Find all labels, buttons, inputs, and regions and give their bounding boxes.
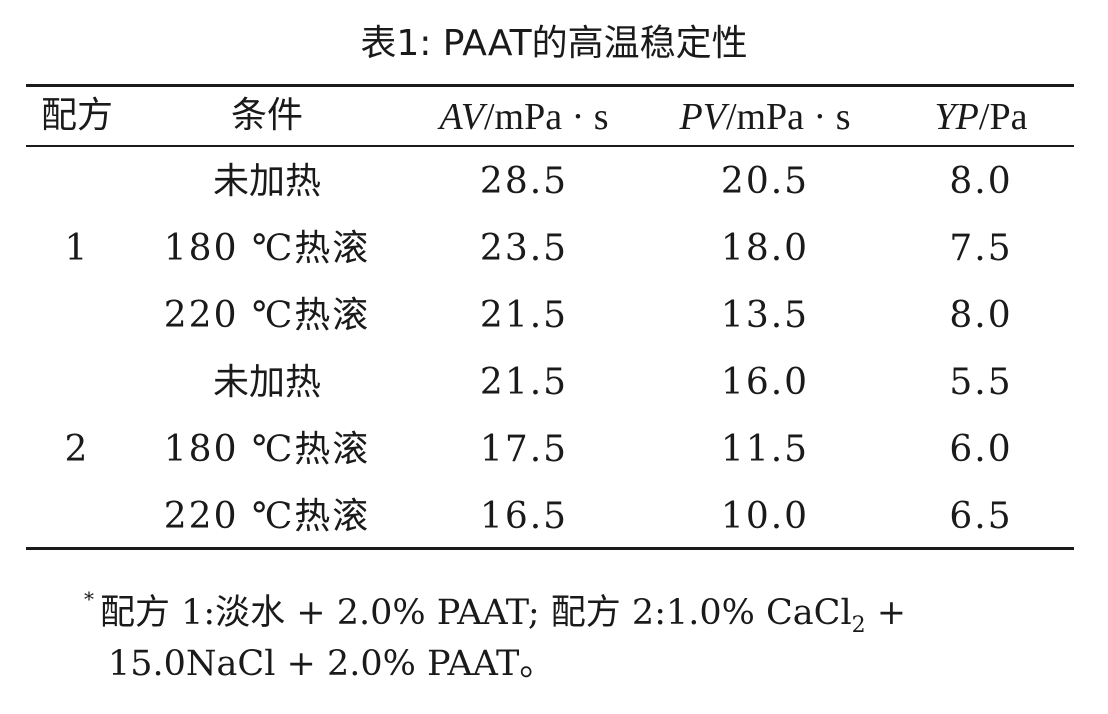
- header-pv-unit: /mPa · s: [725, 96, 851, 138]
- row-4-yp: 6.0: [949, 429, 1013, 470]
- header-yp: YP/Pa: [935, 91, 1028, 142]
- footnote-line-1: * 配方 1:淡水 + 2.0% PAAT; 配方 2:1.0% CaCl2 +: [84, 575, 906, 650]
- row-3-pv: 16.0: [720, 362, 810, 403]
- footnote-line-1-end: +: [865, 593, 907, 633]
- footnote-mark: *: [84, 587, 94, 611]
- row-0-pv: 20.5: [720, 161, 810, 202]
- header-pv: PV/mPa · s: [680, 91, 851, 142]
- footnote-subscript: 2: [851, 613, 866, 638]
- header-av-unit: /mPa · s: [483, 96, 609, 138]
- table-title: 表1: PAAT的高温稳定性: [360, 23, 748, 64]
- row-0-yp: 8.0: [949, 161, 1013, 202]
- row-1-formula: 1: [64, 228, 90, 269]
- row-2-pv: 13.5: [720, 295, 810, 336]
- header-condition: 条件: [230, 95, 304, 136]
- header-formula: 配方: [40, 95, 114, 136]
- row-3-condition: 未加热: [212, 362, 322, 403]
- table-bottom-rule: [26, 547, 1074, 550]
- row-4-av: 17.5: [479, 429, 569, 470]
- row-4-pv: 11.5: [720, 429, 810, 470]
- header-av: AV/mPa · s: [439, 91, 608, 142]
- row-4-formula: 2: [64, 429, 90, 470]
- row-0-av: 28.5: [479, 161, 569, 202]
- footnote-line-2: 15.0NaCl + 2.0% PAAT。: [108, 644, 555, 684]
- row-5-condition: 220 ℃热滚: [163, 496, 371, 537]
- table-header-rule: [26, 145, 1074, 147]
- row-3-av: 21.5: [479, 362, 569, 403]
- row-4-condition: 180 ℃热滚: [163, 429, 371, 470]
- footnote-line-1-text: 配方 1:淡水 + 2.0% PAAT; 配方 2:1.0% CaCl: [100, 593, 852, 633]
- table-top-rule: [26, 84, 1074, 87]
- row-3-yp: 5.5: [949, 362, 1013, 403]
- header-yp-var: YP: [934, 96, 979, 138]
- header-av-var: AV: [439, 96, 484, 138]
- row-2-av: 21.5: [479, 295, 569, 336]
- header-pv-var: PV: [679, 96, 726, 138]
- header-yp-unit: /Pa: [978, 96, 1028, 138]
- row-0-condition: 未加热: [212, 161, 322, 202]
- row-2-yp: 8.0: [949, 295, 1013, 336]
- row-1-av: 23.5: [479, 228, 569, 269]
- row-1-pv: 18.0: [720, 228, 810, 269]
- row-5-pv: 10.0: [720, 496, 810, 537]
- row-2-condition: 220 ℃热滚: [163, 295, 371, 336]
- row-1-yp: 7.5: [949, 228, 1013, 269]
- row-1-condition: 180 ℃热滚: [163, 228, 371, 269]
- row-5-yp: 6.5: [949, 496, 1013, 537]
- row-5-av: 16.5: [479, 496, 569, 537]
